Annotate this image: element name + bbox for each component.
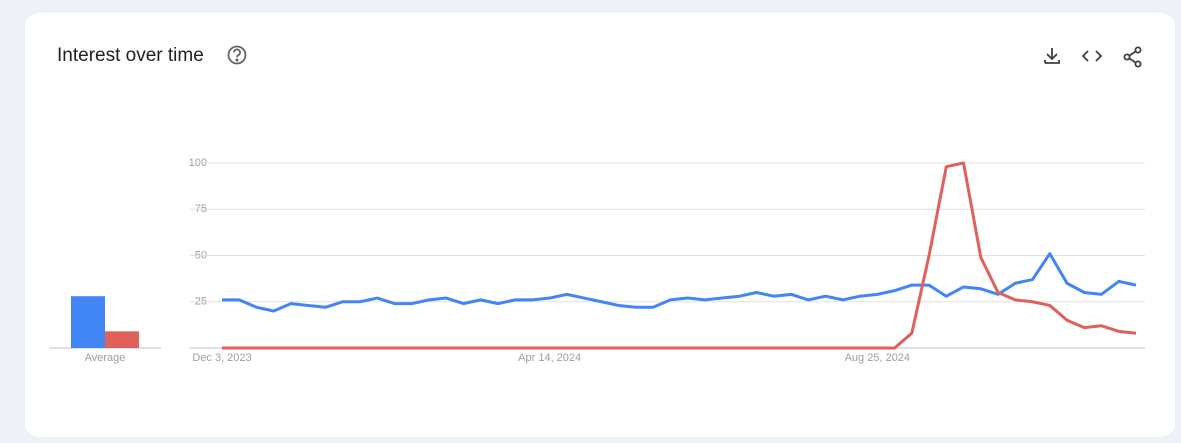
- share-icon[interactable]: [1123, 46, 1142, 68]
- download-icon[interactable]: [1044, 48, 1060, 64]
- average-bar: [105, 331, 139, 348]
- x-tick-label: Dec 3, 2023: [192, 352, 251, 364]
- average-label: Average: [85, 352, 126, 364]
- x-tick-label: Aug 25, 2024: [845, 352, 910, 364]
- chart-title: Interest over time: [57, 45, 204, 66]
- card: [25, 13, 1175, 437]
- help-icon[interactable]: [227, 45, 247, 65]
- series-line: [222, 161, 1137, 350]
- embed-icon[interactable]: [1081, 50, 1103, 62]
- average-bar: [71, 296, 105, 348]
- x-tick-label: Apr 14, 2024: [518, 352, 581, 364]
- series-line: [222, 252, 1137, 313]
